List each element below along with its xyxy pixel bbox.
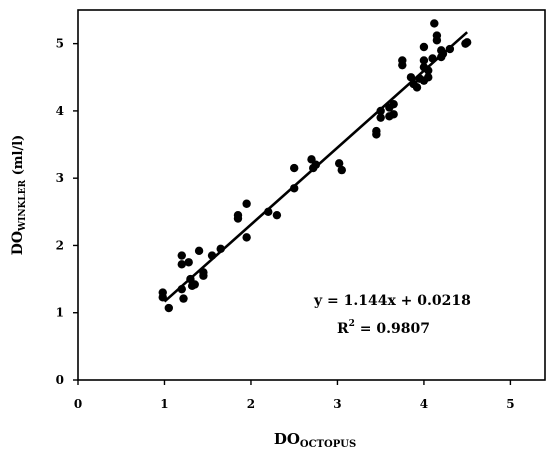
plot-frame	[77, 9, 546, 381]
data-point	[190, 280, 199, 289]
data-point	[419, 56, 429, 65]
data-point	[372, 130, 381, 139]
data-point	[177, 260, 186, 269]
data-point	[272, 210, 282, 220]
trendline-group	[163, 31, 469, 303]
y-axis-label: DOWINKLER (ml/l)	[10, 135, 28, 256]
data-point	[398, 60, 407, 70]
data-point	[158, 293, 167, 302]
r-squared-r: R	[337, 321, 349, 337]
x-tick-label: 4	[420, 397, 428, 411]
y-tick-label: 2	[56, 238, 64, 252]
r-squared-superscript: 2	[349, 319, 355, 329]
data-point	[199, 271, 208, 280]
data-point	[164, 303, 174, 313]
r-squared-label: R2 = 0.9807	[337, 319, 430, 337]
x-tick-label: 2	[247, 397, 255, 411]
trendline	[163, 31, 469, 303]
data-point	[242, 199, 251, 208]
data-point	[432, 36, 442, 45]
y-tick-label: 4	[56, 104, 64, 118]
data-point	[290, 184, 299, 193]
y-axis-label-main: DO	[10, 231, 26, 255]
data-point	[233, 214, 243, 223]
data-point	[419, 42, 429, 52]
y-tick-label: 5	[56, 37, 64, 51]
y-axis-label-suffix: (ml/l)	[11, 135, 26, 180]
y-tick-label: 1	[56, 306, 64, 320]
r-squared-value: = 0.9807	[355, 321, 430, 337]
data-point	[412, 83, 422, 92]
x-tick-label: 0	[74, 397, 82, 411]
data-point	[376, 113, 385, 122]
data-point	[184, 258, 193, 267]
data-point	[334, 159, 344, 168]
data-point	[290, 163, 299, 173]
data-point	[430, 19, 439, 28]
y-tick-label: 0	[56, 373, 64, 387]
axes	[73, 9, 546, 385]
regression-equation: y = 1.144x + 0.0218	[313, 293, 471, 309]
y-axis-label-subscript: WINKLER	[18, 179, 28, 232]
data-point	[337, 165, 346, 175]
data-point	[389, 110, 398, 119]
x-axis-label-main: DO	[274, 430, 300, 448]
tick-labels: 0 1 2 3 4 5 0 1 2 3 4 5	[56, 37, 515, 411]
x-axis-label-subscript: OCTOPUS	[300, 439, 356, 450]
data-point	[389, 99, 398, 109]
x-tick-label: 1	[160, 397, 168, 411]
data-point	[311, 160, 321, 169]
data-point	[177, 251, 186, 260]
data-point	[462, 38, 472, 47]
y-tick-label: 3	[56, 171, 64, 185]
data-point	[424, 73, 433, 82]
data-point	[179, 294, 188, 303]
data-points	[158, 19, 472, 313]
x-tick-label: 5	[506, 397, 514, 411]
data-point	[194, 246, 204, 256]
x-axis-label: DOOCTOPUS	[274, 430, 356, 450]
x-tick-label: 3	[333, 397, 341, 411]
data-point	[242, 233, 251, 242]
